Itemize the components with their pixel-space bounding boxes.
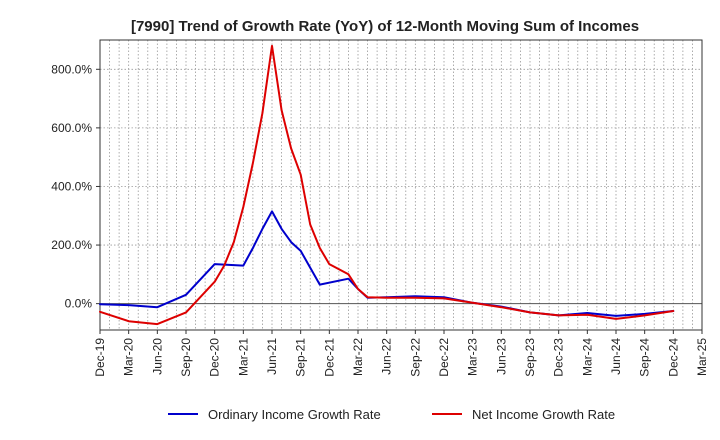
x-tick-label: Jun-20 [150,338,164,375]
y-tick-label: 200.0% [51,238,92,252]
x-axis: Dec-19 Mar-20 Jun-20 Sep-20 Dec-20 Mar-21 Jun-… [93,330,709,377]
x-tick-label: Sep-20 [179,338,193,377]
x-tick-label: Dec-24 [666,338,680,377]
y-axis: 0.0% 200.0% 400.0% 600.0% 800.0% [51,62,100,311]
x-tick-label: Jun-24 [609,338,623,375]
x-tick-label: Dec-22 [437,338,451,377]
chart-title: [7990] Trend of Growth Rate (YoY) of 12-… [131,18,639,35]
x-tick-label: Dec-21 [322,338,336,377]
legend-label: Net Income Growth Rate [472,407,615,422]
net-income-line [99,44,675,326]
x-tick-label: Sep-21 [294,338,308,377]
x-tick-label: Dec-20 [208,338,222,377]
x-tick-label: Mar-24 [580,338,594,376]
x-tick-label: Jun-23 [494,338,508,375]
legend-label: Ordinary Income Growth Rate [208,407,381,422]
x-tick-label: Mar-20 [122,338,136,376]
x-tick-label: Dec-23 [552,338,566,377]
y-tick-label: 0.0% [65,297,93,311]
legend: Ordinary Income Growth Rate Net Income Gr… [168,407,615,422]
x-tick-label: Jun-22 [380,338,394,375]
x-tick-label: Mar-23 [466,338,480,376]
x-tick-label: Mar-25 [695,338,709,376]
x-tick-label: Jun-21 [265,338,279,375]
x-tick-label: Sep-22 [408,338,422,377]
y-tick-label: 600.0% [51,121,92,135]
y-tick-label: 400.0% [51,179,92,193]
x-tick-label: Mar-21 [236,338,250,376]
x-tick-label: Sep-24 [638,338,652,377]
y-tick-label: 800.0% [51,62,92,76]
grid [100,40,702,330]
x-tick-label: Mar-22 [351,338,365,376]
x-tick-label: Sep-23 [523,338,537,377]
x-tick-label: Dec-19 [93,338,107,377]
plot-frame [99,39,703,331]
series-lines [99,44,675,326]
